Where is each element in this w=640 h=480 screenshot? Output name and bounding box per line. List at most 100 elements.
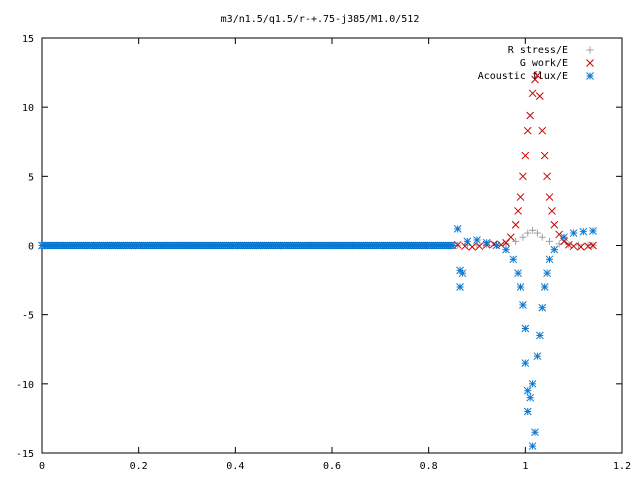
acoustic-flux-point [550, 245, 559, 254]
acoustic-flux-point [473, 236, 481, 244]
data-marks [38, 71, 597, 450]
acoustic-flux-point [303, 241, 312, 250]
x-tick-label: 0.8 [420, 461, 438, 472]
acoustic-flux-point [523, 386, 532, 395]
acoustic-flux-point [207, 241, 216, 250]
acoustic-flux-point [502, 245, 510, 254]
acoustic-flux-point [352, 241, 361, 250]
x-tick-label: 0.4 [226, 461, 244, 472]
r-stress-point [546, 237, 553, 245]
r-stress-point [524, 229, 532, 237]
acoustic-flux-point [456, 283, 464, 291]
acoustic-flux-point [158, 241, 167, 250]
acoustic-flux-point [531, 428, 539, 437]
acoustic-flux-point [448, 241, 457, 250]
g-work-point [577, 243, 585, 251]
g-work-point [543, 172, 551, 181]
g-work-point [538, 126, 547, 135]
acoustic-flux-point [463, 237, 472, 246]
acoustic-flux-point [62, 241, 71, 250]
acoustic-flux-point [279, 241, 288, 250]
acoustic-flux-point [516, 283, 525, 291]
acoustic-flux-point [255, 241, 264, 250]
y-tick-label: -15 [16, 449, 34, 460]
y-tick-label: 10 [22, 103, 34, 114]
acoustic-flux-point [540, 283, 549, 291]
acoustic-flux-point [533, 352, 542, 361]
g-work-point [548, 207, 556, 215]
r-stress-point [512, 237, 520, 245]
acoustic-flux-point [482, 238, 491, 247]
acoustic-flux-point [38, 241, 46, 250]
legend-label: Acoustic flux/E [478, 71, 568, 82]
acoustic-flux-point [528, 442, 537, 450]
x-tick-label: 0.2 [130, 461, 148, 472]
acoustic-flux-point [521, 324, 530, 333]
acoustic-flux-point [458, 269, 467, 278]
acoustic-flux-point [535, 331, 544, 340]
legend-label: R stress/E [508, 45, 568, 56]
g-work-point [531, 75, 539, 84]
y-tick-label: -5 [22, 311, 34, 322]
r-stress-point [538, 233, 546, 241]
acoustic-flux-point [509, 255, 518, 264]
acoustic-flux-point [110, 241, 119, 250]
acoustic-flux-point [528, 379, 537, 388]
y-tick-label: 5 [28, 172, 34, 183]
g-work-point [545, 193, 554, 201]
g-work-point [523, 126, 532, 135]
g-work-point [521, 151, 530, 160]
acoustic-flux-point [545, 255, 554, 264]
y-tick-label: 0 [28, 242, 34, 253]
legend-marker [586, 46, 594, 54]
g-work-point [506, 233, 515, 242]
g-work-point [516, 193, 525, 201]
g-work-point [540, 151, 549, 160]
g-work-point [514, 207, 522, 215]
legend-marker [586, 59, 594, 67]
acoustic-flux-point [400, 241, 409, 250]
legend-label: G work/E [520, 58, 568, 69]
acoustic-flux-point [589, 227, 597, 235]
acoustic-flux-point [538, 303, 547, 312]
acoustic-flux-point [231, 241, 240, 250]
chart-title: m3/n1.5/q1.5/r-+.75-j385/M1.0/512 [221, 14, 420, 25]
r-stress-point [529, 226, 537, 234]
g-work-point [526, 111, 535, 120]
legend-marker [586, 72, 594, 80]
g-work-point [569, 242, 578, 251]
x-tick-label: 0.6 [323, 461, 341, 472]
g-work-point [519, 172, 527, 181]
g-work-point [533, 71, 542, 80]
r-stress-point [533, 229, 541, 237]
acoustic-flux-point [560, 233, 568, 242]
acoustic-flux-point [521, 359, 530, 367]
acoustic-flux-point [519, 301, 527, 309]
g-work-point [564, 240, 573, 249]
acoustic-flux-point [523, 407, 532, 416]
y-tick-label: 15 [22, 34, 34, 45]
acoustic-flux-point [492, 241, 501, 250]
x-tick-label: 0 [39, 461, 45, 472]
acoustic-flux-point [514, 269, 522, 278]
acoustic-flux-point [86, 241, 95, 250]
g-work-point [511, 220, 520, 229]
legend: R stress/E G work/E Acoustic flux/E [478, 45, 594, 82]
x-tick-label: 1 [522, 461, 528, 472]
acoustic-flux-point [543, 269, 551, 278]
acoustic-flux-point [183, 241, 191, 250]
x-tick-label: 1.2 [613, 461, 631, 472]
acoustic-flux-point [134, 241, 143, 250]
r-stress-point [519, 233, 527, 241]
g-work-point [535, 92, 544, 100]
acoustic-flux-point [569, 229, 578, 237]
y-tick-label: -10 [16, 380, 34, 391]
acoustic-flux-point [453, 225, 462, 233]
acoustic-flux-point [376, 241, 385, 250]
axis-ticks: 0 0.2 0.4 0.6 0.8 1 1.2 -15 -10 -5 0 5 10 15 [16, 34, 631, 472]
acoustic-flux-point [526, 393, 535, 402]
g-work-point [589, 241, 597, 250]
g-work-point [550, 220, 559, 229]
acoustic-flux-point [424, 241, 433, 250]
